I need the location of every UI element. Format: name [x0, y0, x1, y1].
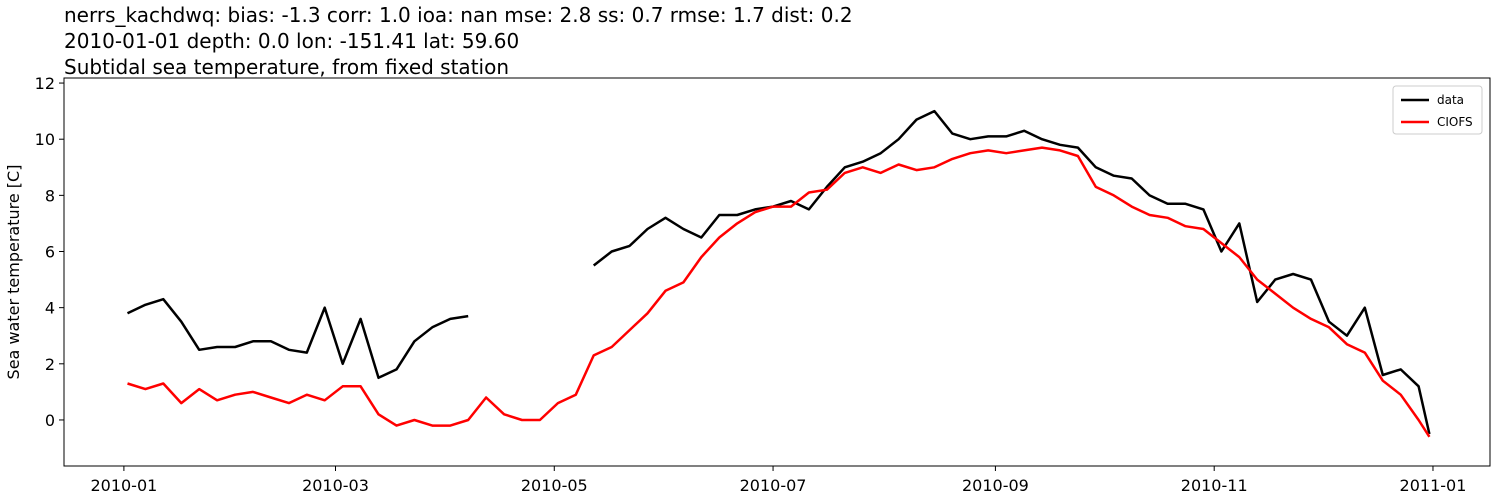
- y-tick-label: 2: [45, 355, 55, 374]
- series-line: [126, 109, 1431, 435]
- x-tick-label: 2011-01: [1400, 476, 1467, 495]
- legend-label: data: [1437, 93, 1464, 107]
- chart-title: nerrs_kachdwq: bias: -1.3 corr: 1.0 ioa:…: [64, 3, 853, 27]
- y-axis-label: Sea water temperature [C]: [4, 165, 23, 380]
- y-tick-label: 6: [45, 243, 55, 262]
- series-line: [127, 146, 1431, 438]
- legend-label: CIOFS: [1437, 115, 1473, 129]
- x-tick-label: 2010-05: [521, 476, 588, 495]
- x-tick-label: 2010-07: [740, 476, 807, 495]
- chart-description: Subtidal sea temperature, from fixed sta…: [64, 55, 509, 79]
- plot-frame: [63, 77, 1491, 467]
- y-tick-label: 10: [35, 130, 55, 149]
- y-tick-label: 12: [35, 74, 55, 93]
- y-tick-label: 8: [45, 186, 55, 205]
- x-tick-label: 2010-11: [1181, 476, 1248, 495]
- y-tick-label: 0: [45, 411, 55, 430]
- x-tick-label: 2010-01: [90, 476, 157, 495]
- y-tick-label: 4: [45, 299, 55, 318]
- x-tick-label: 2010-03: [302, 476, 369, 495]
- x-tick-label: 2010-09: [962, 476, 1029, 495]
- chart-subtitle: 2010-01-01 depth: 0.0 lon: -151.41 lat: …: [64, 29, 519, 53]
